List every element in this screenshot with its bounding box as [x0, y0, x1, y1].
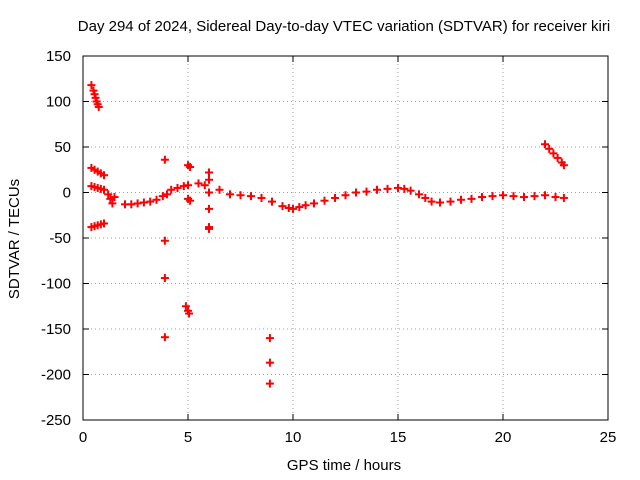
tick-labels: 0 5 10 15 20 25 -250 -200 -150 -100 -50 0 50 100 150	[41, 48, 616, 446]
data-point	[320, 196, 329, 205]
data-point	[499, 191, 507, 200]
y-tick-label: 150	[46, 48, 71, 65]
data-point	[160, 333, 169, 342]
data-point	[310, 199, 318, 208]
axis-ticks	[82, 55, 609, 421]
data-point	[457, 195, 465, 204]
data-point	[194, 179, 203, 188]
data-point	[427, 197, 436, 206]
data-point	[226, 190, 234, 199]
data-point	[108, 199, 117, 208]
x-tick-label: 15	[390, 429, 407, 446]
data-point	[215, 185, 224, 194]
data-point	[100, 185, 108, 194]
data-point	[152, 195, 161, 204]
data-point	[467, 194, 476, 203]
data-points	[87, 81, 568, 388]
x-axis-label: GPS time / hours	[287, 457, 401, 474]
data-point	[553, 153, 562, 162]
grid	[83, 56, 608, 420]
data-point	[400, 184, 409, 193]
data-point	[549, 149, 558, 158]
data-point	[200, 181, 209, 190]
data-point	[158, 192, 167, 201]
data-point	[106, 194, 115, 203]
y-tick-label: -250	[41, 412, 71, 429]
data-point	[265, 379, 274, 388]
data-point	[110, 193, 119, 202]
data-point	[295, 203, 304, 212]
data-point	[383, 184, 392, 193]
data-point	[341, 191, 350, 200]
data-point	[530, 192, 539, 201]
data-point	[421, 193, 430, 202]
data-point	[160, 274, 169, 283]
data-point	[205, 188, 213, 197]
chart-title: Day 294 of 2024, Sidereal Day-to-day VTE…	[78, 18, 610, 35]
y-tick-label: -100	[41, 276, 71, 293]
data-point	[545, 144, 554, 153]
data-point	[551, 193, 560, 202]
data-point	[265, 358, 274, 367]
x-tick-label: 25	[600, 429, 617, 446]
data-point	[362, 187, 371, 196]
data-point	[520, 193, 528, 202]
data-point	[236, 191, 245, 200]
data-point	[181, 302, 190, 311]
data-point	[100, 219, 108, 228]
data-point	[446, 197, 455, 206]
y-tick-label: -200	[41, 367, 71, 384]
data-point	[268, 197, 276, 206]
y-tick-label: -150	[41, 321, 71, 338]
data-point	[87, 81, 96, 90]
data-point	[247, 192, 255, 201]
data-point	[205, 204, 213, 213]
data-point	[352, 188, 360, 197]
y-axis-label: SDTVAR / TECUs	[6, 179, 23, 299]
data-point	[373, 185, 381, 194]
y-tick-label: 100	[46, 94, 71, 111]
data-point	[173, 183, 182, 192]
data-point	[301, 201, 310, 210]
data-point	[488, 192, 497, 201]
data-point	[167, 185, 176, 194]
data-point	[257, 193, 266, 202]
data-point	[94, 102, 103, 111]
data-point	[559, 193, 568, 202]
y-tick-label: 50	[54, 139, 71, 156]
data-point	[186, 196, 195, 205]
data-point	[541, 191, 549, 200]
data-point	[186, 163, 195, 172]
data-point	[184, 181, 192, 190]
data-point	[146, 197, 155, 206]
data-point	[478, 193, 486, 202]
data-point	[436, 198, 444, 207]
data-point	[163, 190, 171, 199]
data-point	[415, 190, 423, 199]
data-point	[265, 334, 274, 343]
data-point	[160, 155, 169, 164]
data-point	[278, 202, 287, 211]
data-point	[406, 186, 415, 195]
data-point	[100, 171, 108, 180]
x-tick-label: 10	[285, 429, 302, 446]
y-tick-label: -50	[49, 230, 71, 247]
y-tick-label: 0	[63, 185, 71, 202]
data-point	[205, 175, 213, 184]
data-point	[104, 190, 113, 199]
data-point	[559, 161, 568, 170]
x-tick-label: 20	[495, 429, 512, 446]
data-point	[289, 204, 297, 213]
data-point	[331, 193, 339, 202]
x-tick-label: 0	[79, 429, 87, 446]
data-point	[509, 192, 518, 201]
data-point	[205, 168, 213, 177]
data-point	[541, 140, 549, 149]
data-point	[160, 236, 169, 245]
data-point	[185, 309, 194, 318]
x-tick-label: 5	[184, 429, 192, 446]
data-point	[205, 224, 213, 233]
